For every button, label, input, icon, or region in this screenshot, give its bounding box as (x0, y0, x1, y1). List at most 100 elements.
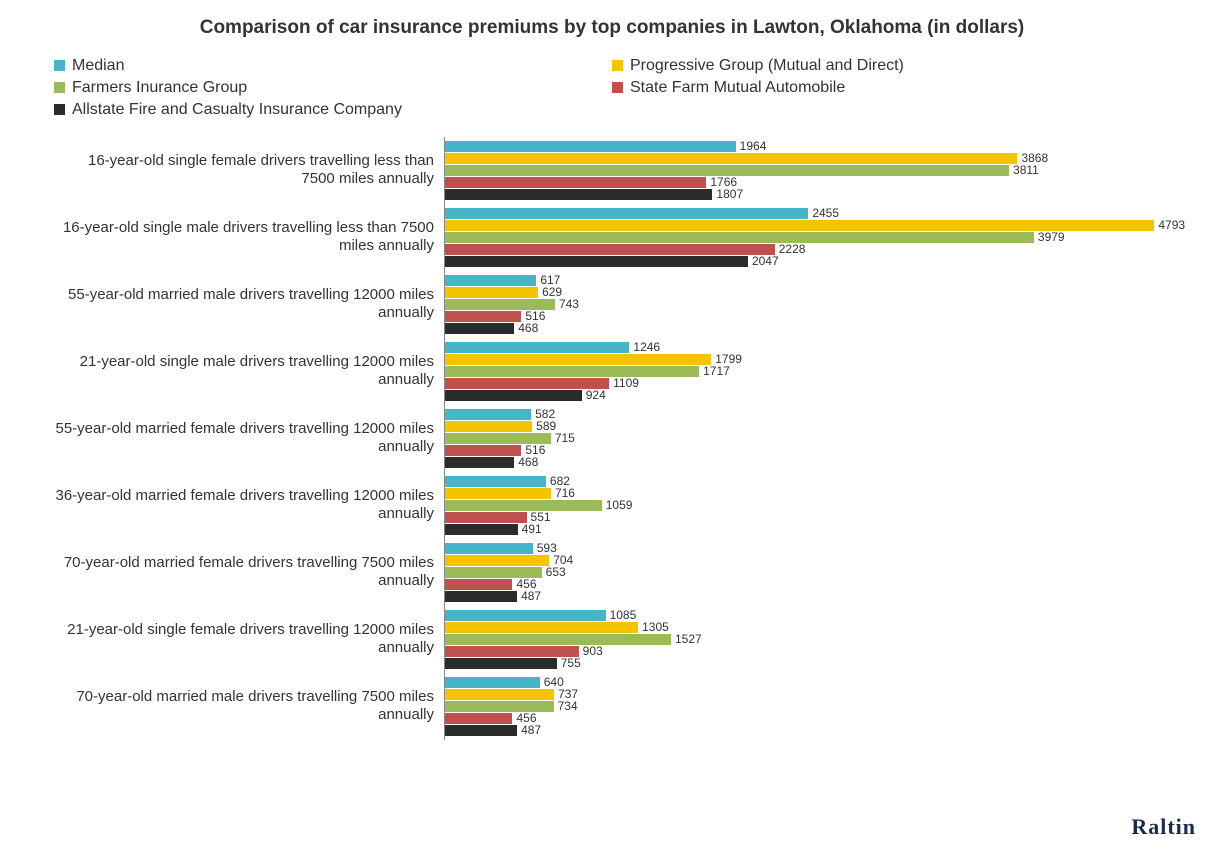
bar-row: 468 (445, 323, 1200, 334)
legend-label: State Farm Mutual Automobile (630, 79, 845, 97)
bar-value-label: 3979 (1038, 230, 1065, 244)
bar-row: 629 (445, 287, 1200, 298)
bar-group: 24554793397922282047 (445, 204, 1200, 271)
bar (445, 476, 546, 487)
chart-area: 16-year-old single female drivers travel… (24, 137, 1200, 740)
bar-row: 682 (445, 476, 1200, 487)
footer-logo: Raltin (1131, 814, 1196, 840)
bar-value-label: 491 (522, 522, 542, 536)
bar-row: 582 (445, 409, 1200, 420)
bar-value-label: 589 (536, 419, 556, 433)
bar-value-label: 1085 (610, 608, 637, 622)
bar (445, 567, 542, 578)
bar-row: 593 (445, 543, 1200, 554)
bar-group: 617629743516468 (445, 271, 1200, 338)
bar-value-label: 743 (559, 297, 579, 311)
bar-row: 617 (445, 275, 1200, 286)
bar (445, 311, 521, 322)
bar-group: 593704653456487 (445, 539, 1200, 606)
legend-label: Farmers Inurance Group (72, 79, 247, 97)
bar-row: 716 (445, 488, 1200, 499)
bars-region: 1964386838111766180724554793397922282047… (444, 137, 1200, 740)
bar-row: 653 (445, 567, 1200, 578)
bar-group: 19643868381117661807 (445, 137, 1200, 204)
bar (445, 689, 554, 700)
bar (445, 524, 518, 535)
bar-value-label: 903 (583, 644, 603, 658)
bar (445, 725, 517, 736)
bar-group: 1246179917171109924 (445, 338, 1200, 405)
category-label: 21-year-old single female drivers travel… (54, 606, 444, 673)
bar-value-label: 1059 (606, 498, 633, 512)
bar (445, 342, 629, 353)
bar-row: 715 (445, 433, 1200, 444)
legend-swatch (612, 82, 623, 93)
bar-row: 1717 (445, 366, 1200, 377)
bar-row: 1799 (445, 354, 1200, 365)
bar-row: 516 (445, 311, 1200, 322)
bar (445, 366, 699, 377)
bar-value-label: 924 (586, 388, 606, 402)
bar-value-label: 1305 (642, 620, 669, 634)
category-label: 70-year-old married male drivers travell… (54, 673, 444, 740)
bar (445, 579, 512, 590)
bar (445, 299, 555, 310)
category-label: 16-year-old single female drivers travel… (54, 137, 444, 204)
bar-row: 1766 (445, 177, 1200, 188)
bar (445, 433, 551, 444)
bar (445, 378, 609, 389)
bar-row: 3868 (445, 153, 1200, 164)
bar-value-label: 1717 (703, 364, 730, 378)
bar-row: 3979 (445, 232, 1200, 243)
bar-row: 743 (445, 299, 1200, 310)
bar-group: 582589715516468 (445, 405, 1200, 472)
bar-row: 1807 (445, 189, 1200, 200)
bar (445, 153, 1017, 164)
bar (445, 701, 554, 712)
bar (445, 457, 514, 468)
bar (445, 543, 533, 554)
bar-row: 3811 (445, 165, 1200, 176)
bar-value-label: 734 (558, 699, 578, 713)
category-label: 55-year-old married male drivers travell… (54, 271, 444, 338)
bar-row: 1085 (445, 610, 1200, 621)
bar-row: 755 (445, 658, 1200, 669)
bar (445, 220, 1154, 231)
bar-row: 2047 (445, 256, 1200, 267)
bar (445, 591, 517, 602)
bar (445, 409, 531, 420)
bar-row: 737 (445, 689, 1200, 700)
bar-row: 2455 (445, 208, 1200, 219)
bar (445, 512, 527, 523)
bar-value-label: 715 (555, 431, 575, 445)
bar-row: 1059 (445, 500, 1200, 511)
legend-item: Farmers Inurance Group (54, 79, 612, 97)
legend-swatch (54, 82, 65, 93)
bar (445, 208, 808, 219)
legend-swatch (54, 104, 65, 115)
bar (445, 244, 775, 255)
bar (445, 232, 1034, 243)
category-label: 55-year-old married female drivers trave… (54, 405, 444, 472)
bar-value-label: 468 (518, 321, 538, 335)
bar (445, 141, 736, 152)
bar (445, 256, 748, 267)
bar-value-label: 4793 (1158, 218, 1185, 232)
bar (445, 646, 579, 657)
bar-row: 1527 (445, 634, 1200, 645)
legend-item: Progressive Group (Mutual and Direct) (612, 57, 1170, 75)
bar (445, 287, 538, 298)
bar (445, 275, 536, 286)
bar-value-label: 716 (555, 486, 575, 500)
bar-group: 1085 13051527903755 (445, 606, 1200, 673)
bar-row: 516 (445, 445, 1200, 456)
bar-value-label: 1964 (740, 139, 767, 153)
bar-row: 903 (445, 646, 1200, 657)
bar-row: 4793 (445, 220, 1200, 231)
bar-row: 456 (445, 713, 1200, 724)
y-axis-labels: 16-year-old single female drivers travel… (54, 137, 444, 740)
bar (445, 500, 602, 511)
bar (445, 323, 514, 334)
bar-row: 468 (445, 457, 1200, 468)
legend: MedianProgressive Group (Mutual and Dire… (24, 57, 1200, 123)
